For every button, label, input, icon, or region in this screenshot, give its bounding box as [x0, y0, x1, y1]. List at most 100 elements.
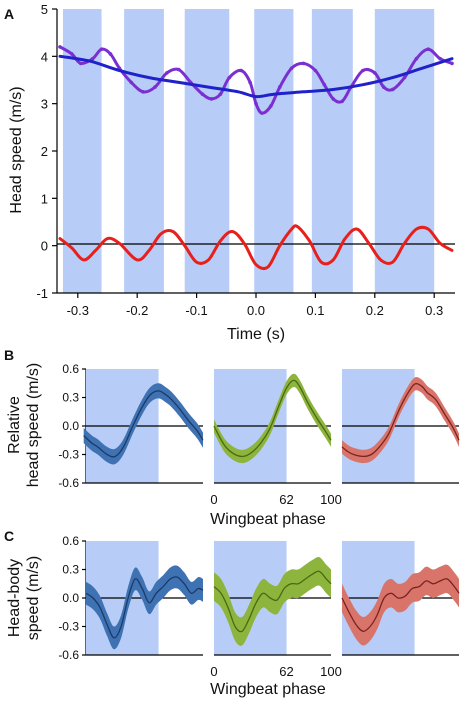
panel-c-y-tick-label: 0.0: [62, 591, 79, 605]
stroke-phase-band: [184, 9, 230, 293]
panel-b-x-tick-label: 0: [210, 492, 217, 507]
panel-c-blue-mean-line: [85, 576, 204, 639]
panel-c-x-tick-label: 0: [210, 664, 217, 679]
panel-c-x-tick-label: 62: [279, 664, 293, 679]
x-tick-label: -0.2: [126, 303, 148, 318]
panel-b-x-tick-label: 62: [279, 492, 293, 507]
panel-c: 0.6 0.3 0.0 -0.3 -0.6 0 62 100 Head-body speed …: [6, 534, 460, 698]
y-tick-label: 1: [41, 191, 48, 206]
panel-b-green-mean-line: [213, 379, 332, 458]
head-speed-point: [129, 80, 134, 85]
head-speed-point: [450, 61, 454, 66]
stroke-phase-band: [311, 9, 353, 293]
panel-c-y-label-line2: speed (m/s): [25, 556, 42, 640]
panel-c-x-label: Wingbeat phase: [210, 681, 326, 698]
head-speed-point: [402, 75, 407, 80]
head-speed-point: [70, 52, 74, 56]
panel-letter-a: A: [4, 6, 14, 22]
head-speed-point: [426, 47, 431, 52]
panel-letter-b: B: [4, 347, 14, 363]
x-tick-label: -0.1: [185, 303, 207, 318]
head-speed-point: [248, 80, 252, 85]
panel-c-y-label-line1: Head-body: [6, 559, 23, 637]
head-speed-point: [289, 66, 294, 70]
head-speed-point: [90, 56, 95, 61]
relative-speed-line: [58, 224, 454, 271]
head-speed-point: [200, 92, 205, 96]
head-speed-point: [260, 111, 264, 115]
head-speed-point: [438, 56, 442, 61]
head-speed-point: [361, 68, 365, 73]
body-speed-line: [58, 54, 454, 99]
panel-c-y-tick-label: 0.3: [62, 563, 79, 577]
head-speed-point: [78, 61, 83, 66]
head-speed-point: [141, 90, 145, 94]
panel-b-blue-mean-line: [83, 390, 204, 458]
panel-b-red-mean-line: [341, 382, 460, 458]
x-tick-label: 0.1: [306, 303, 324, 318]
y-tick-label: 5: [41, 2, 48, 17]
panel-b: 0.6 0.3 0.0 -0.3 -0.6 0 62 100 Relative head sp…: [6, 362, 460, 528]
y-tick-label: -1: [36, 286, 48, 301]
head-speed-point: [381, 85, 386, 89]
panel-b-y-tick-label: 0.6: [62, 362, 79, 376]
x-tick-label: 0.2: [366, 303, 384, 318]
panel-c-x-tick-label: 100: [320, 664, 342, 679]
head-speed-point: [414, 56, 419, 61]
panel-c-green-mean-line: [213, 570, 332, 633]
y-tick-label: 4: [41, 49, 48, 64]
head-speed-point: [277, 85, 282, 89]
panel-c-green-error-band: [214, 556, 331, 646]
head-speed-point: [99, 47, 104, 52]
head-speed-point: [322, 82, 327, 87]
panel-b-y-label-line1: Relative: [6, 396, 23, 454]
y-tick-label: 3: [41, 97, 48, 112]
head-speed-point: [239, 68, 243, 73]
panel-b-blue-error-band: [83, 383, 203, 465]
panel-c-red-mean-line: [341, 578, 460, 632]
head-speed-point: [227, 75, 232, 80]
head-speed-point: [390, 87, 395, 92]
head-speed-point: [269, 104, 273, 108]
head-speed-point: [254, 101, 258, 106]
panel-c-blue-error-band: [86, 565, 203, 650]
panel-b-red-error-band: [342, 377, 459, 464]
panel-a-x-label: Time (s): [227, 326, 285, 343]
panel-letter-c: C: [4, 528, 14, 544]
panel-a-axes: -1 0 1 2 3 4 5 -0.3 -0.2 -0.1 0.0 0.1 0.2 0.3: [36, 2, 455, 318]
panel-c-y-tick-label: 0.6: [62, 534, 79, 548]
head-speed-point: [165, 71, 169, 75]
head-speed-point: [340, 99, 344, 104]
x-tick-label: -0.3: [67, 303, 89, 318]
head-speed-point: [209, 97, 214, 101]
stroke-phase-shading: [62, 9, 435, 293]
x-tick-label: 0.0: [247, 303, 265, 318]
head-speed-point: [153, 85, 157, 89]
panel-b-y-label-line2: head speed (m/s): [25, 363, 42, 488]
panel-b-y-tick-label: -0.6: [58, 476, 79, 490]
y-tick-label: 0: [41, 239, 48, 254]
panel-b-x-tick-label: 100: [320, 492, 342, 507]
head-speed-point: [58, 45, 62, 49]
panel-c-y-tick-label: -0.3: [58, 620, 79, 634]
panel-a-y-label: Head speed (m/s): [8, 86, 25, 213]
panel-b-x-label: Wingbeat phase: [210, 511, 326, 528]
head-speed-point: [218, 92, 223, 96]
panel-c-y-tick-label: -0.6: [58, 648, 79, 662]
x-tick-label: 0.3: [425, 303, 443, 318]
head-speed-point: [313, 68, 318, 73]
panel-b-green-error-band: [214, 373, 331, 464]
panel-b-y-tick-label: -0.3: [58, 448, 79, 462]
panel-b-y-tick-label: 0.3: [62, 391, 79, 405]
panel-a: -1 0 1 2 3 4 5 -0.3 -0.2 -0.1 0.0 0.1 0.2 0.3 Time (s…: [8, 2, 455, 343]
y-tick-label: 2: [41, 144, 48, 159]
head-speed-point: [301, 61, 306, 66]
head-speed-point: [373, 71, 377, 75]
stroke-phase-band: [254, 9, 294, 293]
stroke-phase-band: [124, 9, 164, 293]
head-speed-point: [108, 52, 113, 56]
head-speed-point: [176, 67, 181, 72]
head-speed-point: [331, 97, 336, 101]
panel-b-y-tick-label: 0.0: [62, 419, 79, 433]
